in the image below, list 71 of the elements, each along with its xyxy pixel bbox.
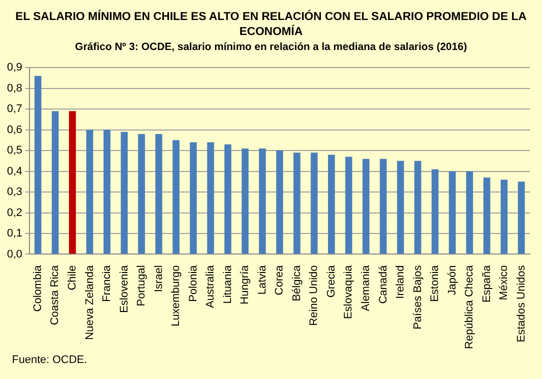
bar	[310, 152, 318, 254]
source-note: Fuente: OCDE.	[12, 354, 88, 366]
x-tick-label: Australia	[204, 264, 217, 308]
y-tick-label: 0,3	[6, 186, 22, 198]
x-tick-label: Estados Unidos	[515, 264, 528, 342]
x-tick-label: Chile	[66, 265, 78, 290]
x-tick-label: Eslovaquia	[342, 264, 355, 320]
bar	[172, 140, 180, 254]
bar	[448, 171, 456, 254]
y-tick-label: 0,5	[6, 144, 22, 157]
x-tick-label: Eslovenia	[118, 264, 130, 313]
x-tick-label: México	[498, 265, 510, 300]
bar	[518, 182, 525, 254]
bar	[207, 142, 214, 254]
x-tick-label: Nueva Zelanda	[84, 264, 96, 340]
x-tick-label: Bélgica	[290, 264, 303, 302]
y-tick-label: 0,8	[6, 82, 22, 94]
x-tick-label: Francia	[101, 264, 114, 302]
x-tick-label: Latvia	[256, 264, 268, 295]
bar	[138, 134, 145, 254]
x-tick-label: Japón	[446, 265, 458, 296]
x-tick-label: España	[480, 264, 493, 303]
bar	[120, 132, 128, 254]
chart-title: EL SALARIO MÍNIMO EN CHILE ES ALTO EN RELACIÓN CON EL SALARIO PROMEDIO DE LA ECONOMÍA	[14, 10, 528, 40]
x-tick-label: Lituania	[222, 264, 234, 304]
y-tick-label: 0,7	[6, 103, 22, 116]
x-tick-label: Hungría	[239, 264, 252, 304]
x-tick-label: Canadá	[377, 264, 390, 304]
bar	[69, 111, 76, 254]
bar	[414, 160, 422, 254]
y-tick-label: 0,6	[6, 124, 22, 136]
bar	[362, 158, 370, 254]
x-tick-label: Ireland	[394, 265, 407, 299]
bar	[500, 180, 508, 254]
x-tick-label: Grecia	[325, 264, 338, 298]
x-tick-label: Corea	[274, 264, 286, 296]
y-tick-label: 0,1	[6, 228, 22, 240]
bar	[155, 134, 162, 254]
y-tick-label: 0,0	[6, 248, 22, 260]
bar	[432, 169, 438, 254]
x-tick-label: Israel	[152, 265, 165, 292]
chart-subtitle: Gráfico Nº 3: OCDE, salario mínimo en relación a la mediana de salarios (2016)	[74, 41, 468, 53]
x-tick-label: Luxemburgo	[170, 265, 182, 326]
bar	[293, 152, 300, 254]
y-tick-label: 0,9	[6, 62, 22, 74]
bar	[483, 178, 490, 254]
x-tick-label: República Checa	[464, 264, 476, 350]
bar	[397, 160, 404, 254]
x-tick-label: Alemania	[360, 264, 372, 312]
bar	[466, 171, 474, 254]
bar	[86, 130, 94, 254]
x-tick-label: Reino Unido	[308, 265, 320, 326]
bar	[380, 158, 387, 254]
x-tick-label: Coasta Rica	[49, 264, 62, 326]
bar	[34, 76, 42, 254]
bar	[224, 144, 232, 254]
y-tick-label: 0,4	[6, 165, 22, 178]
bar	[328, 154, 335, 254]
bar	[104, 130, 110, 254]
x-tick-label: Estonia	[429, 264, 442, 302]
bar	[276, 150, 284, 254]
bar	[190, 142, 197, 254]
bar	[242, 148, 249, 254]
bar	[258, 148, 266, 254]
bar	[52, 111, 59, 254]
x-tick-label: Países Bajos	[412, 264, 424, 330]
y-tick-label: 0,2	[6, 206, 22, 219]
bar	[345, 156, 352, 254]
x-tick-label: Portugal	[136, 265, 148, 306]
x-tick-label: Polonia	[187, 264, 200, 302]
x-tick-label: Colombia	[32, 264, 44, 312]
